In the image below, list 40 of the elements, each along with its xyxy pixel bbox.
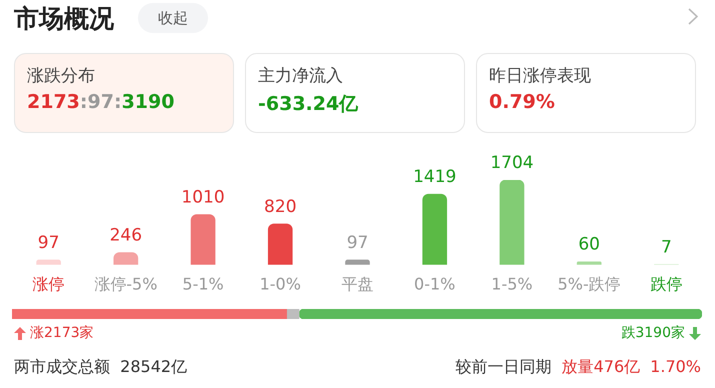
bar [36, 260, 61, 265]
bar [190, 214, 216, 265]
bar [114, 252, 138, 265]
text: 涨2173家 [30, 324, 94, 342]
data-label: 97 [38, 232, 60, 253]
text: 两市成交总额 28542亿 [14, 357, 188, 378]
data-label: 1010 [181, 187, 225, 208]
text: 较前一日同期 [456, 357, 552, 376]
text: 昨日涨停表现 [489, 65, 592, 87]
text: 涨跌分布 [27, 65, 96, 87]
bar [500, 180, 524, 265]
data-label: 97 [346, 232, 368, 253]
data-label: 60 [578, 234, 600, 255]
x-tick-label: 涨停-5% [94, 274, 158, 294]
text: 放量476亿 [562, 357, 640, 376]
text: 1.70% [650, 357, 701, 376]
x-tick-label: 涨停 [32, 274, 65, 294]
bar [576, 261, 602, 265]
x-tick-label: 5-1% [182, 274, 224, 294]
data-label: 7 [660, 237, 672, 258]
bar [345, 260, 370, 265]
text: 0.79% [489, 91, 556, 113]
x-tick-label: 1-0% [260, 274, 301, 294]
bar [268, 224, 293, 265]
text: 主力净流入 [258, 65, 344, 87]
bar [422, 194, 448, 265]
text: 2173:97:3190 [27, 91, 174, 113]
data-label: 1419 [413, 167, 456, 188]
data-label: 246 [110, 225, 142, 246]
x-tick-label: 平盘 [342, 274, 374, 294]
x-tick-label: 跌停 [650, 274, 682, 294]
x-tick-label: 5%-跌停 [558, 274, 621, 294]
text: 市场概况 [14, 3, 114, 35]
text: 跌3190家 [621, 324, 685, 342]
data-label: 820 [264, 196, 297, 217]
text: -633.24亿 [258, 92, 360, 117]
x-tick-label: 0-1% [414, 274, 456, 294]
data-label: 1704 [490, 152, 534, 173]
text: 收起 [138, 3, 208, 33]
x-tick-label: 1-5% [491, 274, 533, 294]
